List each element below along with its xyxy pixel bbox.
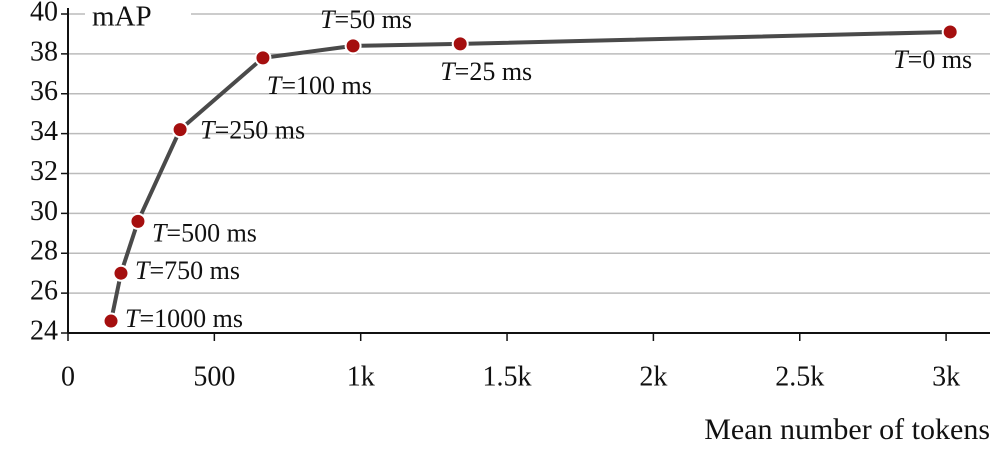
x-tick-label: 1k — [347, 361, 375, 392]
data-point — [102, 312, 120, 330]
point-label: T=750 ms — [135, 256, 240, 285]
label-bg — [85, 0, 191, 34]
y-tick-label: 28 — [30, 236, 58, 267]
y-tick-label: 36 — [30, 76, 58, 107]
y-axis-title: mAP — [92, 1, 152, 33]
point-label: T=25 ms — [440, 57, 532, 86]
point-label: T=1000 ms — [125, 304, 243, 333]
x-axis-title: Mean number of tokens — [704, 413, 990, 446]
point-label: T=0 ms — [893, 45, 972, 74]
x-tick-label: 2.5k — [775, 361, 824, 392]
data-point — [344, 37, 362, 55]
data-point — [171, 121, 189, 139]
y-tick-label: 34 — [30, 116, 58, 147]
data-point — [451, 35, 469, 53]
data-point — [129, 212, 147, 230]
x-tick-label: 0 — [61, 361, 75, 392]
y-tick-label: 32 — [30, 156, 58, 187]
x-tick-label: 1.5k — [483, 361, 532, 392]
data-point — [254, 49, 272, 67]
y-tick-label: 40 — [30, 0, 58, 27]
point-label: T=100 ms — [267, 71, 372, 100]
y-tick-label: 24 — [30, 315, 58, 346]
y-tick-label: 26 — [30, 276, 58, 307]
point-label: T=250 ms — [200, 116, 305, 145]
x-tick-label: 3k — [932, 361, 960, 392]
data-point — [112, 264, 130, 282]
x-tick-label: 500 — [193, 361, 235, 392]
point-label: T=500 ms — [152, 218, 257, 247]
data-line — [109, 29, 951, 322]
y-tick-label: 38 — [30, 36, 58, 67]
data-point — [941, 23, 959, 41]
x-tick-label: 2k — [639, 361, 667, 392]
point-label: T=50 ms — [320, 5, 412, 34]
y-tick-label: 30 — [30, 196, 58, 227]
